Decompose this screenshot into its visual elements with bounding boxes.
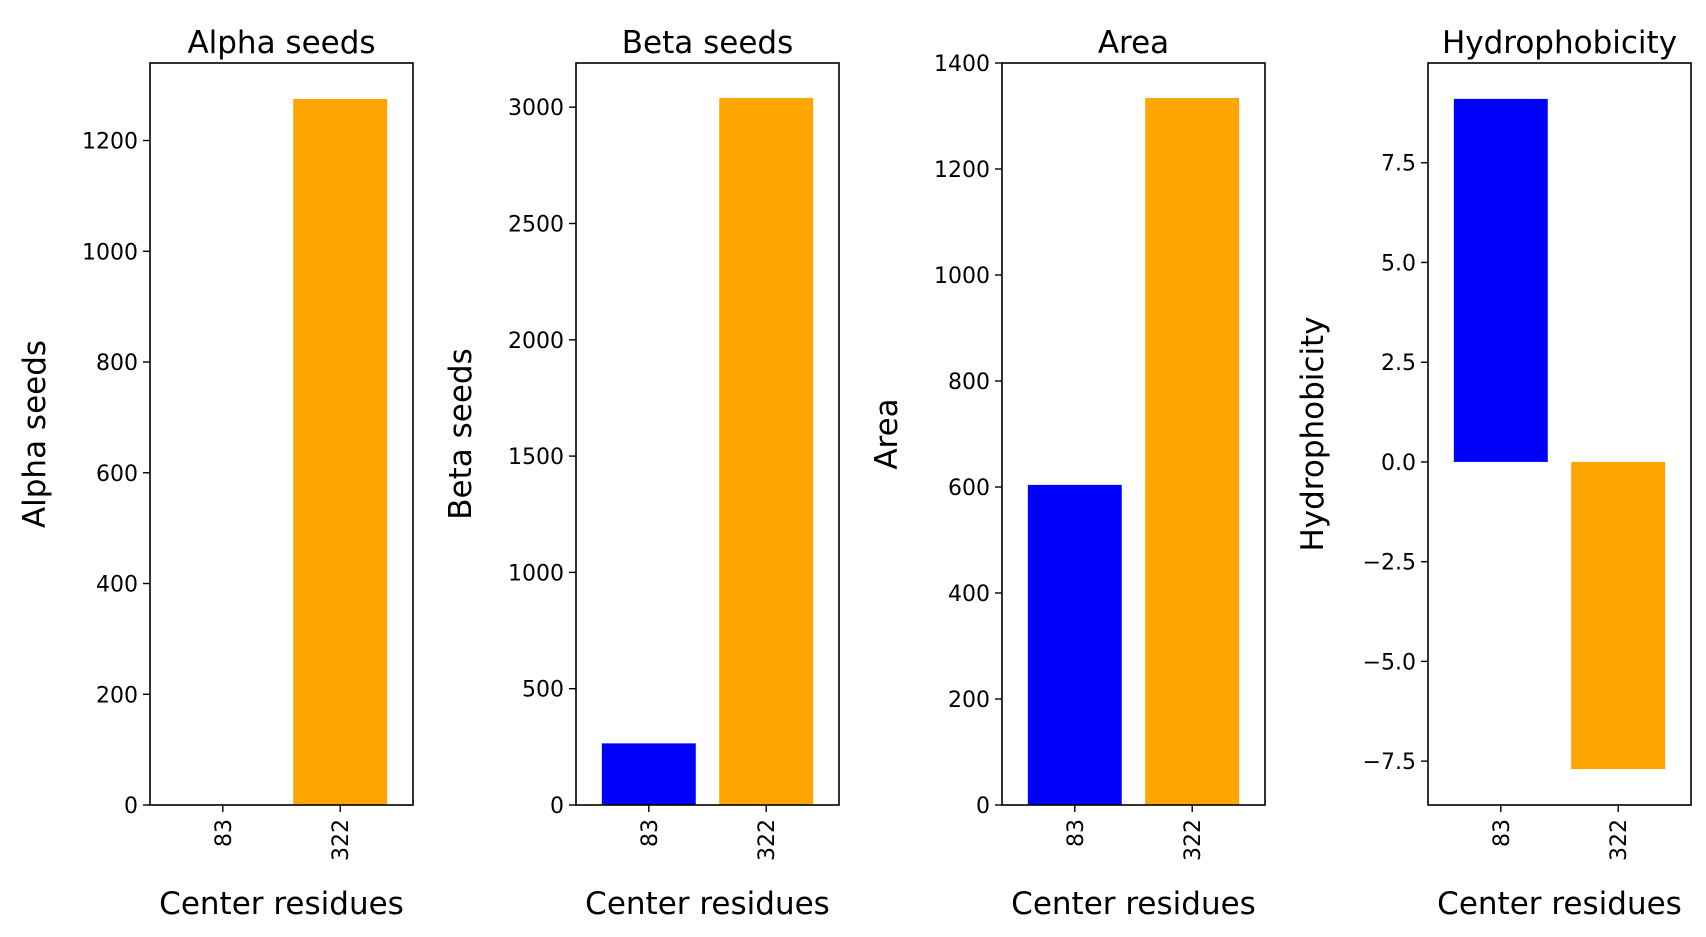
subplot-hydrophobicity: −7.5 −5.0 −2.5 0.0 2.5 5.0 7.5 83 322 Hydrophob… — [1295, 25, 1692, 922]
subplot-area: 0 200 400 600 800 1000 1200 1400 83 322 Area Cen… — [869, 25, 1266, 922]
bar-322 — [293, 98, 388, 805]
x-tick-label: 83 — [1490, 819, 1515, 847]
y-axis-label: Beta seeds — [443, 348, 479, 519]
x-tick-label: 322 — [1607, 819, 1632, 861]
x-axis-label: Center residues — [585, 886, 830, 922]
x-ticks: 83 322 — [1064, 805, 1206, 861]
bar-322 — [1571, 461, 1666, 770]
subplot-title: Area — [1098, 25, 1169, 61]
x-axis-label: Center residues — [1011, 886, 1256, 922]
y-tick-label: 1000 — [82, 240, 138, 265]
subplot-title: Beta seeds — [622, 25, 793, 61]
x-ticks: 83 322 — [638, 805, 780, 861]
y-tick-label: 2.5 — [1381, 351, 1416, 376]
y-tick-label: 2500 — [508, 212, 564, 237]
x-axis-label: Center residues — [1437, 886, 1682, 922]
bar-83 — [1453, 98, 1548, 462]
y-ticks: 0 500 1000 1500 2000 2500 3000 — [508, 96, 576, 819]
y-tick-label: 0 — [124, 794, 138, 819]
x-tick-label: 83 — [1064, 819, 1089, 847]
y-tick-label: 1500 — [508, 445, 564, 470]
y-tick-label: 800 — [948, 370, 990, 395]
axes-frame — [575, 62, 840, 806]
axes-frame — [1001, 62, 1266, 806]
y-axis-label: Alpha seeds — [17, 340, 53, 528]
y-tick-label: 500 — [522, 678, 564, 703]
bar-83 — [1027, 484, 1122, 805]
y-tick-label: 200 — [948, 688, 990, 713]
bar-322 — [1145, 97, 1240, 806]
subplot-title: Alpha seeds — [187, 25, 375, 61]
bar-83 — [601, 743, 696, 805]
x-ticks: 83 322 — [1490, 805, 1632, 861]
y-axis-label: Hydrophobicity — [1295, 316, 1331, 551]
y-tick-label: 0 — [550, 794, 564, 819]
y-tick-label: 200 — [96, 683, 138, 708]
y-tick-label: 5.0 — [1381, 251, 1416, 276]
y-tick-label: 7.5 — [1381, 152, 1416, 177]
y-tick-label: 400 — [96, 573, 138, 598]
y-tick-label: 600 — [948, 476, 990, 501]
y-tick-label: 1000 — [508, 561, 564, 586]
y-tick-label: 400 — [948, 582, 990, 607]
y-ticks: 0 200 400 600 800 1000 1200 1400 — [934, 52, 1002, 819]
y-tick-label: 2000 — [508, 329, 564, 354]
axes-frame — [1427, 62, 1692, 806]
y-ticks: −7.5 −5.0 −2.5 0.0 2.5 5.0 7.5 — [1363, 152, 1428, 775]
bars — [1027, 97, 1240, 806]
y-tick-label: 0.0 — [1381, 451, 1416, 476]
axes-frame — [149, 62, 414, 806]
x-tick-label: 83 — [638, 819, 663, 847]
bars — [601, 97, 814, 806]
x-tick-label: 322 — [1181, 819, 1206, 861]
y-tick-label: −2.5 — [1363, 551, 1416, 576]
y-tick-label: 600 — [96, 462, 138, 487]
bars — [293, 98, 388, 805]
y-tick-label: −5.0 — [1363, 650, 1416, 675]
y-ticks: 0 200 400 600 800 1000 1200 — [82, 130, 150, 819]
y-tick-label: 3000 — [508, 96, 564, 121]
y-tick-label: −7.5 — [1363, 750, 1416, 775]
y-tick-label: 0 — [976, 794, 990, 819]
x-tick-label: 322 — [755, 819, 780, 861]
y-tick-label: 1000 — [934, 264, 990, 289]
bar-322 — [719, 97, 814, 806]
x-tick-label: 83 — [212, 819, 237, 847]
subplot-beta-seeds: 0 500 1000 1500 2000 2500 3000 83 322 Beta seed… — [443, 25, 840, 922]
y-tick-label: 1200 — [934, 158, 990, 183]
y-tick-label: 800 — [96, 351, 138, 376]
x-axis-label: Center residues — [159, 886, 404, 922]
x-tick-label: 322 — [329, 819, 354, 861]
y-tick-label: 1200 — [82, 130, 138, 155]
x-ticks: 83 322 — [212, 805, 354, 861]
y-axis-label: Area — [869, 398, 905, 469]
subplot-title: Hydrophobicity — [1442, 25, 1677, 61]
y-tick-label: 1400 — [934, 52, 990, 77]
bars — [1453, 98, 1666, 770]
